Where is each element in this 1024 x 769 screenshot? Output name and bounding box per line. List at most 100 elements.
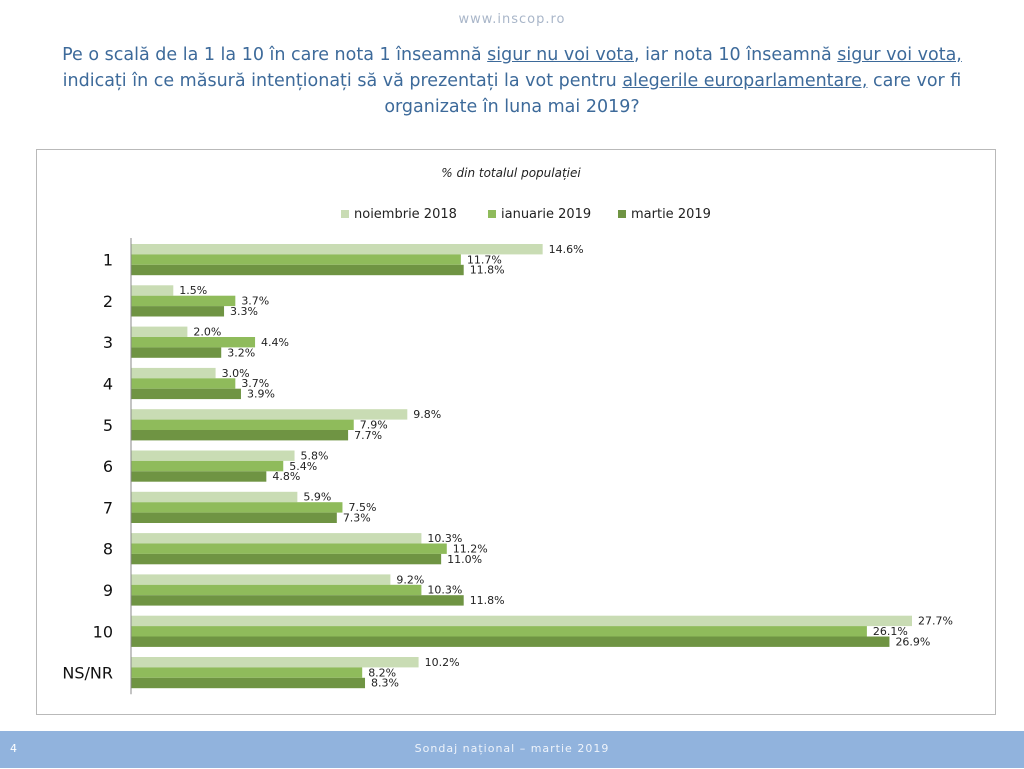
data-label: 7.5% bbox=[348, 501, 376, 514]
data-label-backdrop bbox=[346, 502, 376, 513]
bar bbox=[131, 502, 343, 513]
bar bbox=[131, 326, 188, 337]
data-label: 11.2% bbox=[453, 542, 488, 555]
bar bbox=[131, 378, 236, 389]
data-label: 3.2% bbox=[227, 346, 255, 359]
data-label: 7.7% bbox=[354, 429, 382, 442]
data-label-backdrop bbox=[916, 616, 951, 626]
data-label: 26.1% bbox=[873, 625, 908, 638]
data-label-backdrop bbox=[467, 265, 503, 275]
data-label: 7.3% bbox=[343, 512, 371, 525]
question-emphasis: alegerile europarlamentare, bbox=[622, 71, 868, 91]
question-text: care vor fi organizate în luna mai 2019? bbox=[384, 71, 962, 117]
footer-bar: 4 Sondaj național – martie 2019 bbox=[0, 731, 1024, 768]
legend-swatch bbox=[488, 210, 496, 218]
legend-swatch bbox=[341, 210, 349, 218]
bar bbox=[131, 244, 543, 255]
data-label: 10.3% bbox=[427, 532, 462, 545]
data-label-backdrop bbox=[239, 378, 269, 389]
question-text: , iar nota 10 înseamnă bbox=[634, 45, 838, 65]
bar bbox=[131, 533, 422, 544]
data-label-backdrop bbox=[340, 513, 370, 523]
data-label: 26.9% bbox=[895, 635, 930, 648]
category-label: 7 bbox=[103, 498, 113, 517]
data-label-backdrop bbox=[225, 347, 255, 358]
bar bbox=[131, 553, 442, 565]
data-label-backdrop bbox=[287, 461, 317, 471]
bar bbox=[131, 419, 354, 430]
question-text: indicați în ce măsură intenționați să vă… bbox=[62, 71, 623, 91]
data-label: 3.7% bbox=[241, 377, 269, 390]
data-label: 5.4% bbox=[289, 460, 317, 473]
data-label-backdrop bbox=[301, 492, 331, 502]
data-label-backdrop bbox=[270, 471, 300, 482]
bar bbox=[131, 295, 236, 307]
bar bbox=[131, 626, 867, 637]
chart-legend: noiembrie 2018 ianuarie 2019 martie 2019 bbox=[341, 207, 711, 222]
bar bbox=[131, 430, 349, 441]
bar bbox=[131, 491, 298, 503]
bar bbox=[131, 254, 461, 265]
data-label: 10.3% bbox=[427, 584, 462, 597]
footer-text: Sondaj național – martie 2019 bbox=[414, 742, 610, 755]
legend-label: martie 2019 bbox=[631, 207, 711, 222]
category-label: 3 bbox=[103, 333, 113, 352]
bar bbox=[131, 677, 366, 689]
data-label-backdrop bbox=[357, 420, 387, 430]
legend-label: ianuarie 2019 bbox=[501, 207, 591, 222]
data-label: 11.8% bbox=[470, 264, 505, 277]
question-text: Pe o scală de la 1 la 10 în care nota 1 … bbox=[62, 45, 488, 65]
data-label: 5.8% bbox=[301, 449, 329, 462]
page-title-question: Pe o scală de la 1 la 10 în care nota 1 … bbox=[50, 42, 974, 120]
data-label: 3.3% bbox=[230, 305, 258, 318]
bar bbox=[131, 388, 241, 400]
bar bbox=[131, 409, 408, 420]
bar bbox=[131, 337, 256, 348]
bar bbox=[131, 574, 391, 585]
bar bbox=[131, 450, 295, 461]
data-label: 10.2% bbox=[425, 656, 460, 669]
data-label: 11.0% bbox=[447, 553, 482, 566]
data-label-backdrop bbox=[191, 327, 221, 337]
category-label: 10 bbox=[93, 622, 113, 641]
bar bbox=[131, 584, 422, 596]
data-label-backdrop bbox=[546, 244, 582, 254]
data-label-backdrop bbox=[445, 554, 481, 564]
data-label-backdrop bbox=[870, 626, 906, 636]
data-label: 4.8% bbox=[272, 470, 300, 483]
data-label: 3.0% bbox=[222, 367, 250, 380]
category-label: 9 bbox=[103, 581, 113, 600]
data-label: 11.7% bbox=[467, 253, 502, 266]
data-label-backdrop bbox=[425, 533, 461, 543]
chart-subtitle: % din totalul populației bbox=[441, 166, 581, 180]
bar bbox=[131, 460, 284, 472]
category-label: 8 bbox=[103, 540, 113, 559]
data-label: 8.3% bbox=[371, 677, 399, 690]
bar bbox=[131, 595, 464, 606]
bar bbox=[131, 367, 216, 379]
site-url[interactable]: www.inscop.ro bbox=[458, 12, 566, 27]
data-label-backdrop bbox=[422, 657, 458, 667]
bar bbox=[131, 543, 447, 554]
bar bbox=[131, 657, 419, 668]
chart-frame: % din totalul populației noiembrie 2018 i… bbox=[36, 149, 996, 715]
data-label: 3.9% bbox=[247, 388, 275, 401]
data-label-backdrop bbox=[298, 451, 328, 461]
bar bbox=[131, 285, 174, 296]
category-label: NS/NR bbox=[62, 664, 113, 683]
data-label-backdrop bbox=[244, 389, 274, 399]
data-label: 8.2% bbox=[368, 666, 396, 679]
category-label: 6 bbox=[103, 457, 113, 476]
data-label: 5.9% bbox=[303, 491, 331, 504]
data-label-backdrop bbox=[219, 368, 249, 378]
bar bbox=[131, 306, 225, 317]
data-label-backdrop bbox=[369, 678, 398, 688]
data-label-backdrop bbox=[259, 337, 288, 347]
data-label-backdrop bbox=[228, 306, 257, 316]
bar bbox=[131, 667, 363, 678]
data-label-backdrop bbox=[893, 637, 929, 647]
question-emphasis: sigur nu voi vota bbox=[487, 45, 634, 65]
data-label-backdrop bbox=[352, 430, 381, 440]
data-label: 4.4% bbox=[261, 336, 289, 349]
legend-swatch bbox=[618, 210, 626, 218]
